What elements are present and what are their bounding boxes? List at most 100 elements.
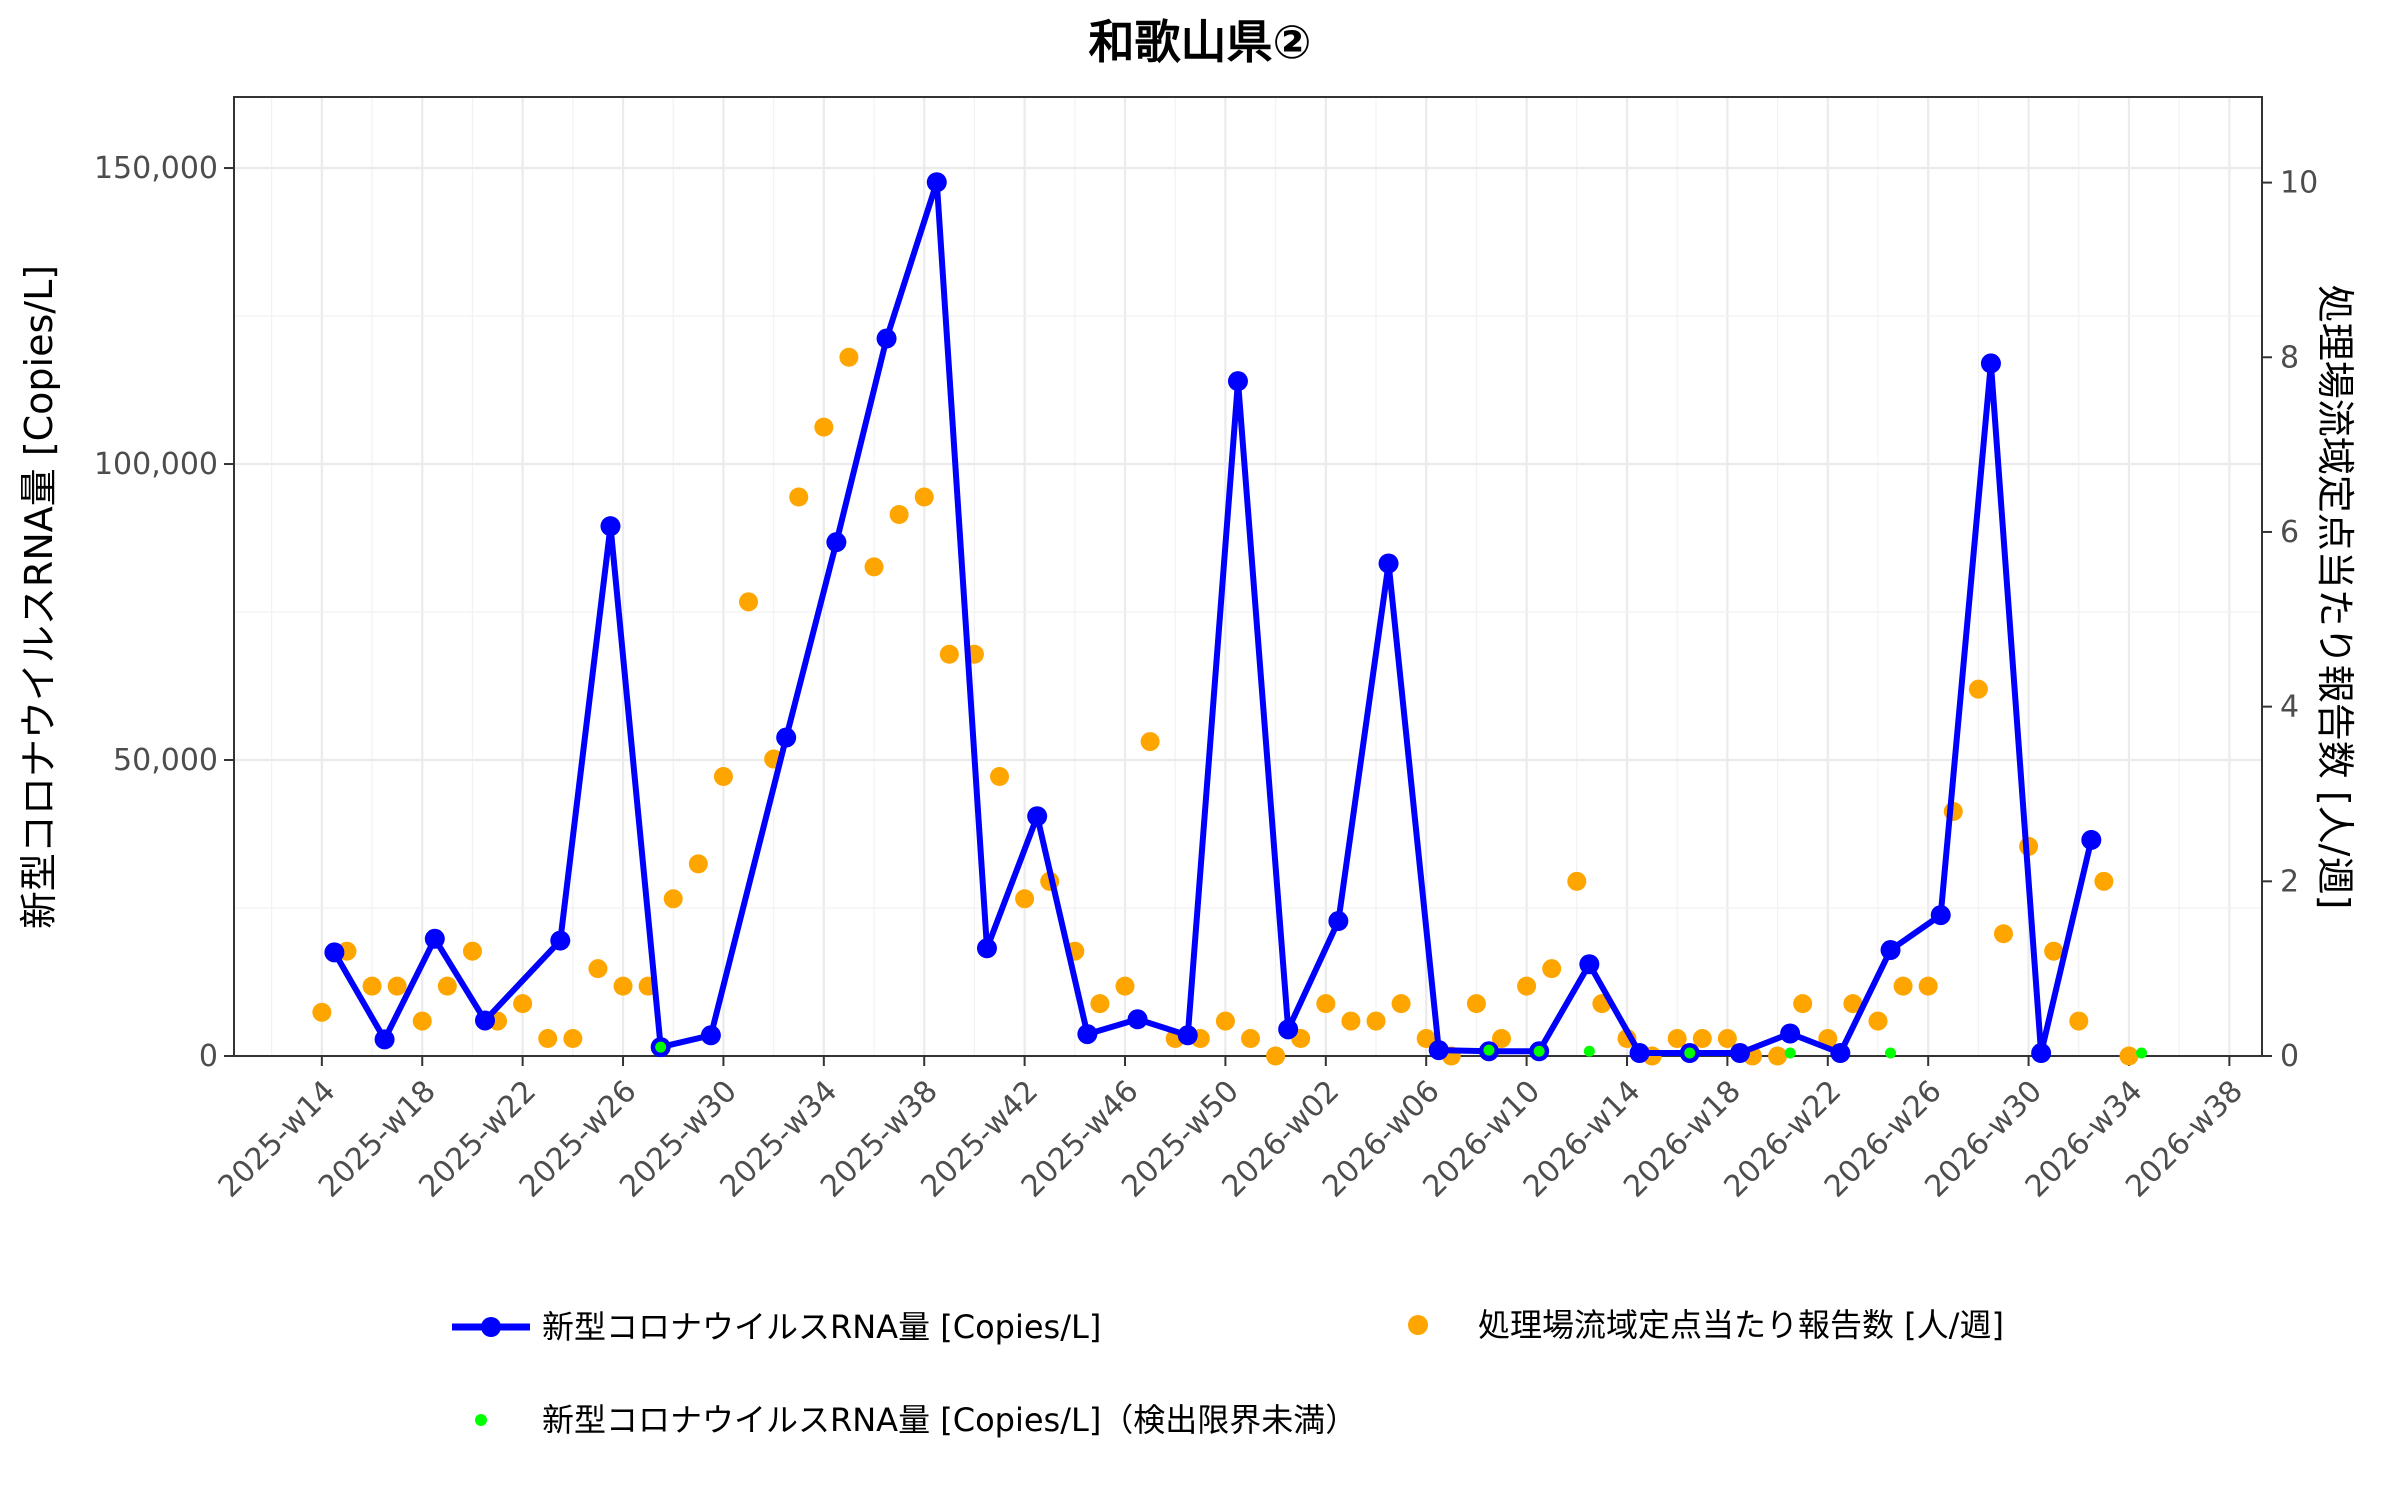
- report-point: [1717, 1029, 1737, 1049]
- report-point: [2069, 1011, 2089, 1031]
- rna-point: [1880, 940, 1901, 961]
- chart-title: 和歌山県②: [1089, 15, 1312, 69]
- y-axis-right-title: 処理場流域定点当たり報告数 [人/週]: [2313, 285, 2357, 910]
- rna-point: [324, 942, 345, 963]
- legend-label-reports: 処理場流域定点当たり報告数 [人/週]: [1478, 1306, 2004, 1344]
- rna-point: [776, 727, 797, 748]
- report-point: [1843, 994, 1863, 1014]
- report-point: [789, 487, 809, 507]
- report-point: [1391, 994, 1411, 1014]
- below-limit-point: [2136, 1047, 2148, 1059]
- report-point: [1692, 1029, 1712, 1049]
- rna-point: [374, 1029, 395, 1050]
- axes: [233, 96, 2263, 1057]
- report-point: [1241, 1029, 1261, 1049]
- report-point: [1115, 976, 1135, 996]
- below-limit-point: [655, 1041, 667, 1053]
- rna-point: [700, 1025, 721, 1046]
- y-right-tick-label: 8: [2280, 340, 2299, 375]
- y-axis-right: 0 2 4 6 8 10: [2262, 166, 2318, 1074]
- rna-point: [1227, 371, 1248, 392]
- report-point: [1466, 994, 1486, 1014]
- report-point: [1215, 1011, 1235, 1031]
- plot-series: [312, 172, 2148, 1066]
- report-point: [939, 644, 959, 664]
- report-point: [1140, 732, 1160, 752]
- report-point: [2044, 941, 2064, 961]
- below-limit-point: [1885, 1047, 1897, 1059]
- report-point: [914, 487, 934, 507]
- rna-point: [1830, 1043, 1851, 1064]
- report-point: [1015, 889, 1035, 909]
- report-point: [1090, 994, 1110, 1014]
- report-point: [1868, 1011, 1888, 1031]
- rna-point: [1027, 806, 1048, 827]
- report-point: [2119, 1046, 2139, 1066]
- y-left-tick-label: 50,000: [113, 743, 218, 778]
- report-point: [688, 854, 708, 874]
- below-limit-point: [1483, 1044, 1495, 1056]
- y-right-tick-label: 10: [2280, 166, 2318, 201]
- legend-marker-below-limit: [475, 1414, 487, 1426]
- report-point: [1366, 1011, 1386, 1031]
- report-point: [1416, 1029, 1436, 1049]
- report-point: [1968, 679, 1988, 699]
- rna-point: [1629, 1043, 1650, 1064]
- report-point: [889, 504, 909, 524]
- report-point: [1918, 976, 1938, 996]
- report-point: [1517, 976, 1537, 996]
- rna-point: [1980, 353, 2001, 374]
- report-point: [713, 767, 733, 787]
- y-axis-left: 0 50,000 100,000 150,000: [94, 151, 234, 1074]
- rna-point: [2031, 1043, 2052, 1064]
- legend-item-rna: 新型コロナウイルスRNA量 [Copies/L]: [452, 1308, 1101, 1346]
- rna-point: [600, 516, 621, 537]
- report-point: [1993, 924, 2013, 944]
- report-point: [1341, 1011, 1361, 1031]
- x-axis: 2025-w142025-w182025-w222025-w262025-w30…: [212, 1056, 2250, 1204]
- report-point: [1793, 994, 1813, 1014]
- plot-border: [233, 96, 2263, 1057]
- y-right-tick-label: 0: [2280, 1039, 2299, 1074]
- below-limit-point: [1533, 1045, 1545, 1057]
- y-axis-left-title: 新型コロナウイルスRNA量 [Copies/L]: [17, 265, 61, 929]
- report-point: [563, 1029, 583, 1049]
- y-left-tick-label: 150,000: [94, 151, 218, 186]
- y-right-tick-label: 4: [2280, 690, 2299, 725]
- rna-point: [826, 532, 847, 553]
- report-point: [814, 417, 834, 437]
- rna-point: [1579, 954, 1600, 975]
- legend-marker-reports: [1408, 1315, 1428, 1335]
- rna-point: [1278, 1019, 1299, 1040]
- rna-point: [876, 328, 897, 349]
- report-point: [613, 976, 633, 996]
- report-point: [1667, 1029, 1687, 1049]
- report-point: [990, 767, 1010, 787]
- report-point: [1542, 959, 1562, 979]
- rna-point: [474, 1010, 495, 1031]
- rna-point: [1378, 553, 1399, 574]
- legend-item-below-limit: 新型コロナウイルスRNA量 [Copies/L]（検出限界未満）: [475, 1401, 1357, 1439]
- report-point: [1316, 994, 1336, 1014]
- y-right-tick-label: 2: [2280, 864, 2299, 899]
- report-point: [2094, 871, 2114, 891]
- report-point: [663, 889, 683, 909]
- report-point: [739, 592, 759, 612]
- report-point: [1893, 976, 1913, 996]
- rna-point: [926, 172, 947, 193]
- y-right-tick-label: 6: [2280, 515, 2299, 550]
- rna-point: [1428, 1040, 1449, 1061]
- report-point: [864, 557, 884, 577]
- rna-point: [976, 938, 997, 959]
- rna-point: [1127, 1009, 1148, 1030]
- plot-panel: [234, 97, 2262, 1056]
- legend-label-rna: 新型コロナウイルスRNA量 [Copies/L]: [542, 1308, 1101, 1346]
- y-left-tick-label: 100,000: [94, 447, 218, 482]
- report-point: [412, 1011, 432, 1031]
- rna-point: [550, 930, 571, 951]
- report-point: [839, 347, 859, 367]
- report-point: [513, 994, 533, 1014]
- report-point: [1567, 871, 1587, 891]
- rna-point: [1729, 1043, 1750, 1064]
